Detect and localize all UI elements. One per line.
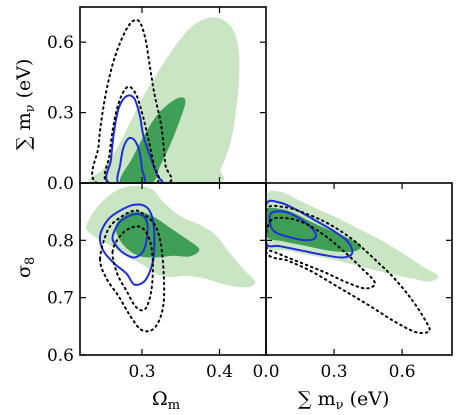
contour-blue-inner	[268, 210, 318, 242]
panel-omega-m-vs-sigma-8: 0.3 0.4 0.6 0.7 0.8	[47, 182, 267, 382]
x-tick-label: 0.6	[389, 362, 416, 382]
y-tick-label: 0.0	[47, 174, 74, 194]
contour-dotted-outer	[91, 18, 173, 183]
y-tick-label: 0.8	[47, 231, 74, 251]
x-tick-label: 0.3	[128, 362, 155, 382]
y-axis-label-sigma-8: σ8	[13, 257, 38, 278]
contour-blue-inner	[116, 136, 146, 183]
y-tick-label: 0.7	[47, 289, 74, 309]
panel-sum-mnu-vs-sigma-8: 0.0 0.3 0.6	[252, 182, 453, 382]
x-tick-label: 0.3	[321, 362, 348, 382]
panel-omega-m-vs-sum-mnu: 0.0 0.3 0.6	[47, 6, 267, 194]
contour-green-inner	[115, 211, 200, 258]
contour-dotted-outer	[99, 209, 166, 333]
x-tick-label: 0.0	[252, 362, 279, 382]
contours-sum-mnu-vs-sigma-8	[266, 190, 439, 335]
ticks-sum-mnu-vs-sigma-8: 0.0 0.3 0.6	[252, 183, 452, 382]
contour-dotted-inner	[103, 85, 160, 183]
contour-dotted-inner	[266, 216, 376, 290]
contour-green-outer	[266, 190, 439, 282]
contours-omega-m-vs-sum-mnu	[88, 17, 240, 183]
ticks-omega-m-vs-sum-mnu: 0.0 0.3 0.6	[47, 7, 266, 194]
y-tick-label: 0.6	[47, 346, 74, 366]
x-axis-label-omega-m: Ωm	[152, 388, 180, 413]
axes-frame-sum-mnu-vs-sigma-8	[265, 182, 453, 356]
x-axis-label-sum-mnu: ∑ mν (eV)	[298, 388, 389, 413]
ticks-omega-m-vs-sigma-8: 0.3 0.4 0.6 0.7 0.8	[47, 183, 266, 382]
y-tick-label: 0.3	[47, 104, 74, 124]
contour-green-inner	[119, 97, 186, 183]
y-tick-label: 0.6	[47, 33, 74, 53]
y-axis-label-sum-mnu: ∑ mν (eV)	[13, 59, 38, 150]
contours-omega-m-vs-sigma-8	[86, 185, 256, 333]
contour-dotted-inner	[111, 225, 154, 312]
contour-dotted-outer	[266, 204, 431, 335]
x-tick-label: 0.4	[206, 362, 233, 382]
